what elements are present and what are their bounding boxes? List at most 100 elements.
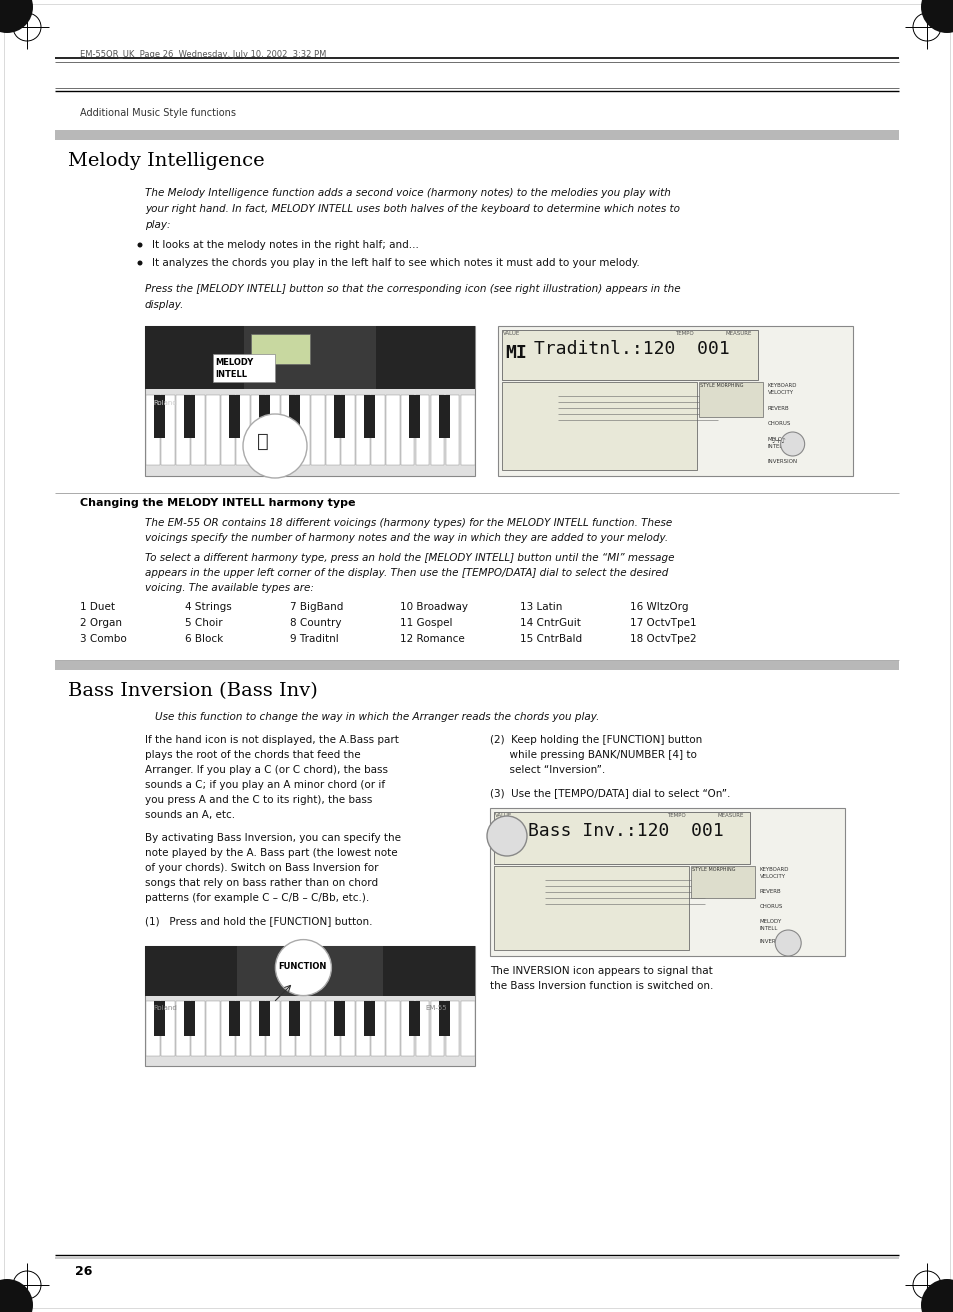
Bar [490, 808, 844, 956]
Text: voicing. The available types are:: voicing. The available types are: [145, 583, 314, 593]
Bar [191, 1001, 204, 1056]
Text: Bass Inversion (Bass Inv): Bass Inversion (Bass Inv) [68, 682, 317, 701]
Text: select “Inversion”.: select “Inversion”. [490, 765, 604, 775]
Bar [251, 335, 310, 363]
Text: display.: display. [145, 300, 184, 310]
Text: sounds a C; if you play an A minor chord (or if: sounds a C; if you play an A minor chord… [145, 781, 385, 790]
Bar [265, 1001, 279, 1056]
Bar [244, 325, 375, 388]
Text: 9 Traditnl: 9 Traditnl [290, 634, 338, 644]
Bar [235, 1001, 250, 1056]
Text: VELOCITY: VELOCITY [767, 390, 793, 395]
Bar [295, 395, 309, 466]
Bar [385, 1001, 399, 1056]
Bar [334, 1001, 345, 1035]
Text: INTELL: INTELL [759, 926, 778, 932]
Bar [55, 660, 898, 670]
Bar [430, 1001, 444, 1056]
Bar [229, 1001, 240, 1035]
Bar [494, 812, 749, 865]
Bar [205, 395, 219, 466]
Text: TEMPO: TEMPO [667, 813, 685, 817]
Text: 13 Latin: 13 Latin [519, 602, 561, 611]
Bar [55, 130, 898, 140]
Circle shape [775, 930, 801, 956]
Bar [289, 395, 300, 438]
Bar [497, 325, 852, 476]
Circle shape [0, 0, 33, 33]
Bar [445, 1001, 459, 1056]
Text: 14 CntrGuit: 14 CntrGuit [519, 618, 580, 628]
Bar [237, 946, 382, 996]
Text: 4 Strings: 4 Strings [185, 602, 232, 611]
Text: MEASURE: MEASURE [717, 813, 742, 817]
Text: 12 Romance: 12 Romance [399, 634, 464, 644]
Bar [364, 1001, 375, 1035]
Text: Roland: Roland [152, 400, 176, 405]
Text: The INVERSION icon appears to signal that: The INVERSION icon appears to signal tha… [490, 966, 712, 976]
Bar [340, 395, 355, 466]
Bar [340, 1001, 355, 1056]
Bar [325, 395, 339, 466]
Text: FUNCTION: FUNCTION [278, 962, 327, 971]
Bar [146, 1001, 159, 1056]
Bar [325, 1001, 339, 1056]
Bar [220, 395, 234, 466]
Bar [280, 395, 294, 466]
Bar [334, 395, 345, 438]
Text: note played by the A. Bass part (the lowest note: note played by the A. Bass part (the low… [145, 848, 397, 858]
Bar [154, 1001, 165, 1035]
Bar [184, 1001, 195, 1035]
Bar [364, 395, 375, 438]
Text: 11 Gospel: 11 Gospel [399, 618, 452, 628]
Circle shape [920, 0, 953, 33]
Bar [154, 395, 165, 438]
Text: VALUE: VALUE [495, 813, 512, 817]
Bar [445, 395, 459, 466]
Text: REVERB: REVERB [759, 890, 781, 893]
Bar [355, 1001, 369, 1056]
Bar [295, 1001, 309, 1056]
Text: INVERSION: INVERSION [767, 459, 797, 464]
Text: patterns (for example C – C/B – C/Bb, etc.).: patterns (for example C – C/B – C/Bb, et… [145, 893, 369, 903]
Text: Bass Inv.:120  001: Bass Inv.:120 001 [527, 823, 723, 840]
Bar [494, 866, 688, 950]
Text: 3 Combo: 3 Combo [80, 634, 127, 644]
Bar [310, 395, 324, 466]
Text: EM-55: EM-55 [424, 1005, 446, 1012]
Text: KEYBOARD: KEYBOARD [767, 383, 797, 388]
Bar [501, 382, 697, 470]
Bar [310, 1001, 324, 1056]
Text: (1)   Press and hold the [FUNCTION] button.: (1) Press and hold the [FUNCTION] button… [145, 916, 372, 926]
Text: It analyzes the chords you play in the left half to see which notes it must add : It analyzes the chords you play in the l… [152, 258, 639, 268]
Text: TEMPO: TEMPO [675, 331, 694, 336]
Bar [145, 946, 475, 996]
Bar [280, 1001, 294, 1056]
Bar [416, 395, 429, 466]
Text: 2 Organ: 2 Organ [80, 618, 122, 628]
Text: appears in the upper left corner of the display. Then use the [TEMPO/DATA] dial : appears in the upper left corner of the … [145, 568, 668, 579]
Bar [191, 395, 204, 466]
Bar [355, 395, 369, 466]
Text: 5 Choir: 5 Choir [185, 618, 222, 628]
Bar [213, 354, 274, 382]
Bar [265, 395, 279, 466]
Circle shape [920, 1279, 953, 1312]
Text: CHORUS: CHORUS [759, 904, 782, 909]
Circle shape [0, 1279, 33, 1312]
Text: Changing the MELODY INTELL harmony type: Changing the MELODY INTELL harmony type [80, 499, 355, 508]
Bar [400, 1001, 414, 1056]
Circle shape [275, 939, 331, 996]
Bar [460, 395, 474, 466]
Bar [145, 325, 475, 388]
Circle shape [137, 243, 142, 248]
Text: 7 BigBand: 7 BigBand [290, 602, 343, 611]
Text: To select a different harmony type, press an hold the [MELODY INTELL] button unt: To select a different harmony type, pres… [145, 552, 674, 563]
Text: Arranger. If you play a C (or C chord), the bass: Arranger. If you play a C (or C chord), … [145, 765, 388, 775]
Bar [251, 395, 264, 466]
Bar [145, 946, 475, 1065]
Text: VALUE: VALUE [502, 331, 519, 336]
Circle shape [486, 816, 526, 855]
Text: Additional Music Style functions: Additional Music Style functions [80, 108, 235, 118]
Bar [175, 1001, 190, 1056]
